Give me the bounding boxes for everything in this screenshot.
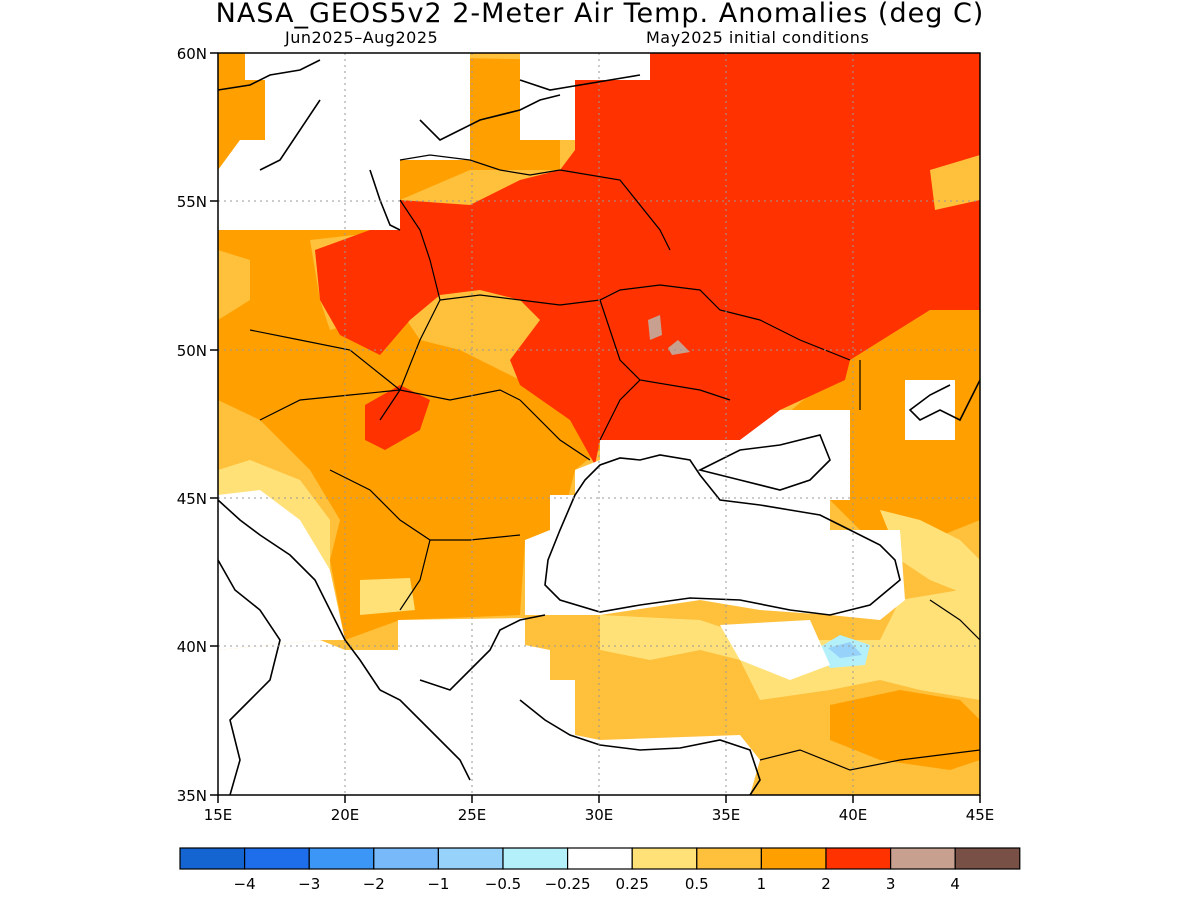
- lon-label: 20E: [331, 806, 360, 824]
- lon-label: 15E: [204, 806, 233, 824]
- colorbar-swatch: [437, 847, 504, 870]
- colorbar-swatch: [889, 847, 956, 870]
- lat-label: 55N: [177, 193, 207, 211]
- colorbar-swatch: [502, 847, 569, 870]
- turkey-south-coast: [519, 699, 761, 795]
- colorbar-label: −0.25: [545, 875, 591, 893]
- lat-label: 60N: [177, 45, 207, 63]
- greece-coast: [379, 614, 546, 781]
- colorbar-label: −1: [427, 875, 449, 893]
- lon-label: 40E: [839, 806, 868, 824]
- anomaly-region-orange: [218, 53, 980, 640]
- anomaly-region-orange-west: [218, 53, 265, 170]
- colorbar-swatch: [954, 847, 1021, 870]
- white-region-black-sea: [525, 410, 905, 620]
- lon-label: 45E: [966, 806, 995, 824]
- lon-label: 25E: [458, 806, 487, 824]
- lat-label: 35N: [177, 787, 207, 805]
- colorbar-labels: −4 −3 −2 −1 −0.5 −0.25 0.25 0.5 1 2 3 4: [234, 875, 960, 893]
- colorbar-label: 2: [821, 875, 831, 893]
- white-region-baltic: [218, 53, 470, 230]
- white-region-gulf-finland: [520, 53, 650, 140]
- anomaly-region-grey-2: [668, 340, 690, 355]
- colorbar-label: −0.5: [485, 875, 521, 893]
- lon-label: 35E: [712, 806, 741, 824]
- colorbar-swatch: [760, 847, 827, 870]
- colorbar-label: 0.25: [615, 875, 648, 893]
- colorbar-label: −4: [234, 875, 256, 893]
- graticule: [218, 53, 980, 795]
- white-region-anatolia-patch: [720, 620, 830, 680]
- caspian-coast: [908, 379, 980, 422]
- anomaly-region-red-south: [365, 385, 430, 450]
- colorbar-label: −3: [298, 875, 320, 893]
- colorbar-swatch: [373, 847, 439, 870]
- white-region-adriatic: [218, 490, 345, 650]
- anomaly-region-grey: [648, 315, 662, 340]
- colorbar-label: 1: [757, 875, 767, 893]
- colorbar-swatch: [179, 847, 246, 870]
- lon-labels: 15E 20E 25E 30E 35E 40E 45E: [204, 806, 995, 824]
- white-region-aegean: [218, 618, 760, 795]
- colorbar-swatch: [308, 847, 375, 870]
- black-sea-coast: [544, 454, 901, 616]
- coastline-layer: [218, 59, 980, 795]
- lon-label: 30E: [585, 806, 614, 824]
- colorbar-swatch: [825, 847, 892, 870]
- lat-label: 45N: [177, 490, 207, 508]
- border-line: [249, 154, 980, 771]
- anomaly-region-orange-anatolia: [830, 690, 980, 770]
- axis-ticks: [210, 52, 981, 803]
- anomaly-region-red: [315, 53, 980, 465]
- colorbar-swatch: [631, 847, 698, 870]
- colorbar-swatch: [244, 847, 310, 870]
- lat-label: 40N: [177, 638, 207, 656]
- colorbar-label: 3: [886, 875, 896, 893]
- map-title: NASA_GEOS5v2 2-Meter Air Temp. Anomalies…: [215, 0, 985, 29]
- azov-coast: [697, 434, 831, 491]
- lat-labels: 60N 55N 50N 45N 40N 35N: [177, 45, 207, 805]
- colorbar-swatch: [566, 847, 633, 870]
- lat-label: 50N: [177, 342, 207, 360]
- anomaly-fill-layer: [218, 53, 980, 795]
- border-layer: [249, 154, 980, 771]
- initial-conditions-subtitle: May2025 initial conditions: [646, 28, 870, 47]
- italy-coast: [218, 559, 281, 795]
- gulf-finland-coast: [519, 74, 641, 91]
- colorbar-label: −2: [363, 875, 385, 893]
- anomaly-region-yellow-east: [880, 510, 980, 600]
- colorbar-label: 4: [950, 875, 960, 893]
- colorbar: [179, 847, 1021, 870]
- white-region-caspian: [905, 380, 955, 440]
- baltic-coast: [218, 59, 561, 231]
- adriatic-coast: [218, 499, 381, 691]
- period-subtitle: Jun2025–Aug2025: [285, 28, 439, 47]
- colorbar-label: 0.5: [685, 875, 709, 893]
- colorbar-swatch: [696, 847, 762, 870]
- anomaly-region-yellow-balkan: [360, 578, 415, 615]
